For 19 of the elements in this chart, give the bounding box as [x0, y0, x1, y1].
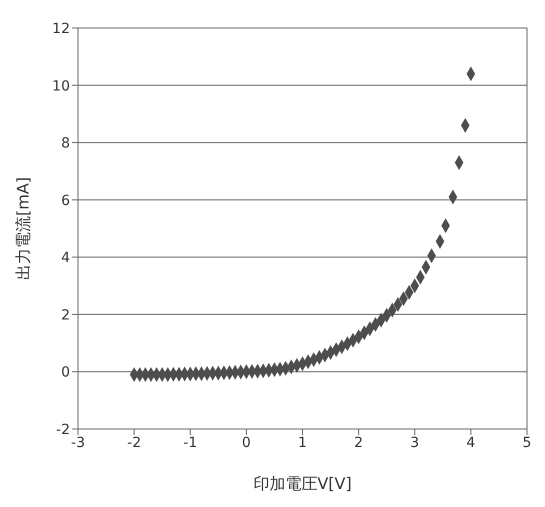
y-tick-label: 10 [52, 78, 70, 94]
x-tick-label: 5 [522, 434, 532, 451]
x-tick-label: 4 [466, 434, 476, 451]
y-tick-label: 4 [61, 250, 70, 266]
y-tick-label: 2 [61, 307, 70, 324]
y-tick-label: 0 [61, 364, 70, 381]
x-axis-title: 印加電圧V[V] [253, 474, 352, 493]
x-tick-label: 2 [354, 434, 364, 451]
x-tick-label: -2 [127, 434, 142, 451]
y-axis-title: 出力電流[mA] [14, 176, 33, 280]
y-tick-label: -2 [56, 422, 70, 438]
x-tick-label: 0 [242, 434, 251, 451]
y-tick-label: 8 [61, 136, 70, 152]
x-tick-label: 1 [298, 434, 307, 451]
y-tick-label: 12 [52, 20, 70, 37]
x-tick-label: -3 [71, 434, 85, 451]
x-tick-label: -1 [183, 434, 198, 451]
x-tick-label: 3 [410, 434, 420, 451]
y-tick-label: 6 [61, 192, 70, 209]
